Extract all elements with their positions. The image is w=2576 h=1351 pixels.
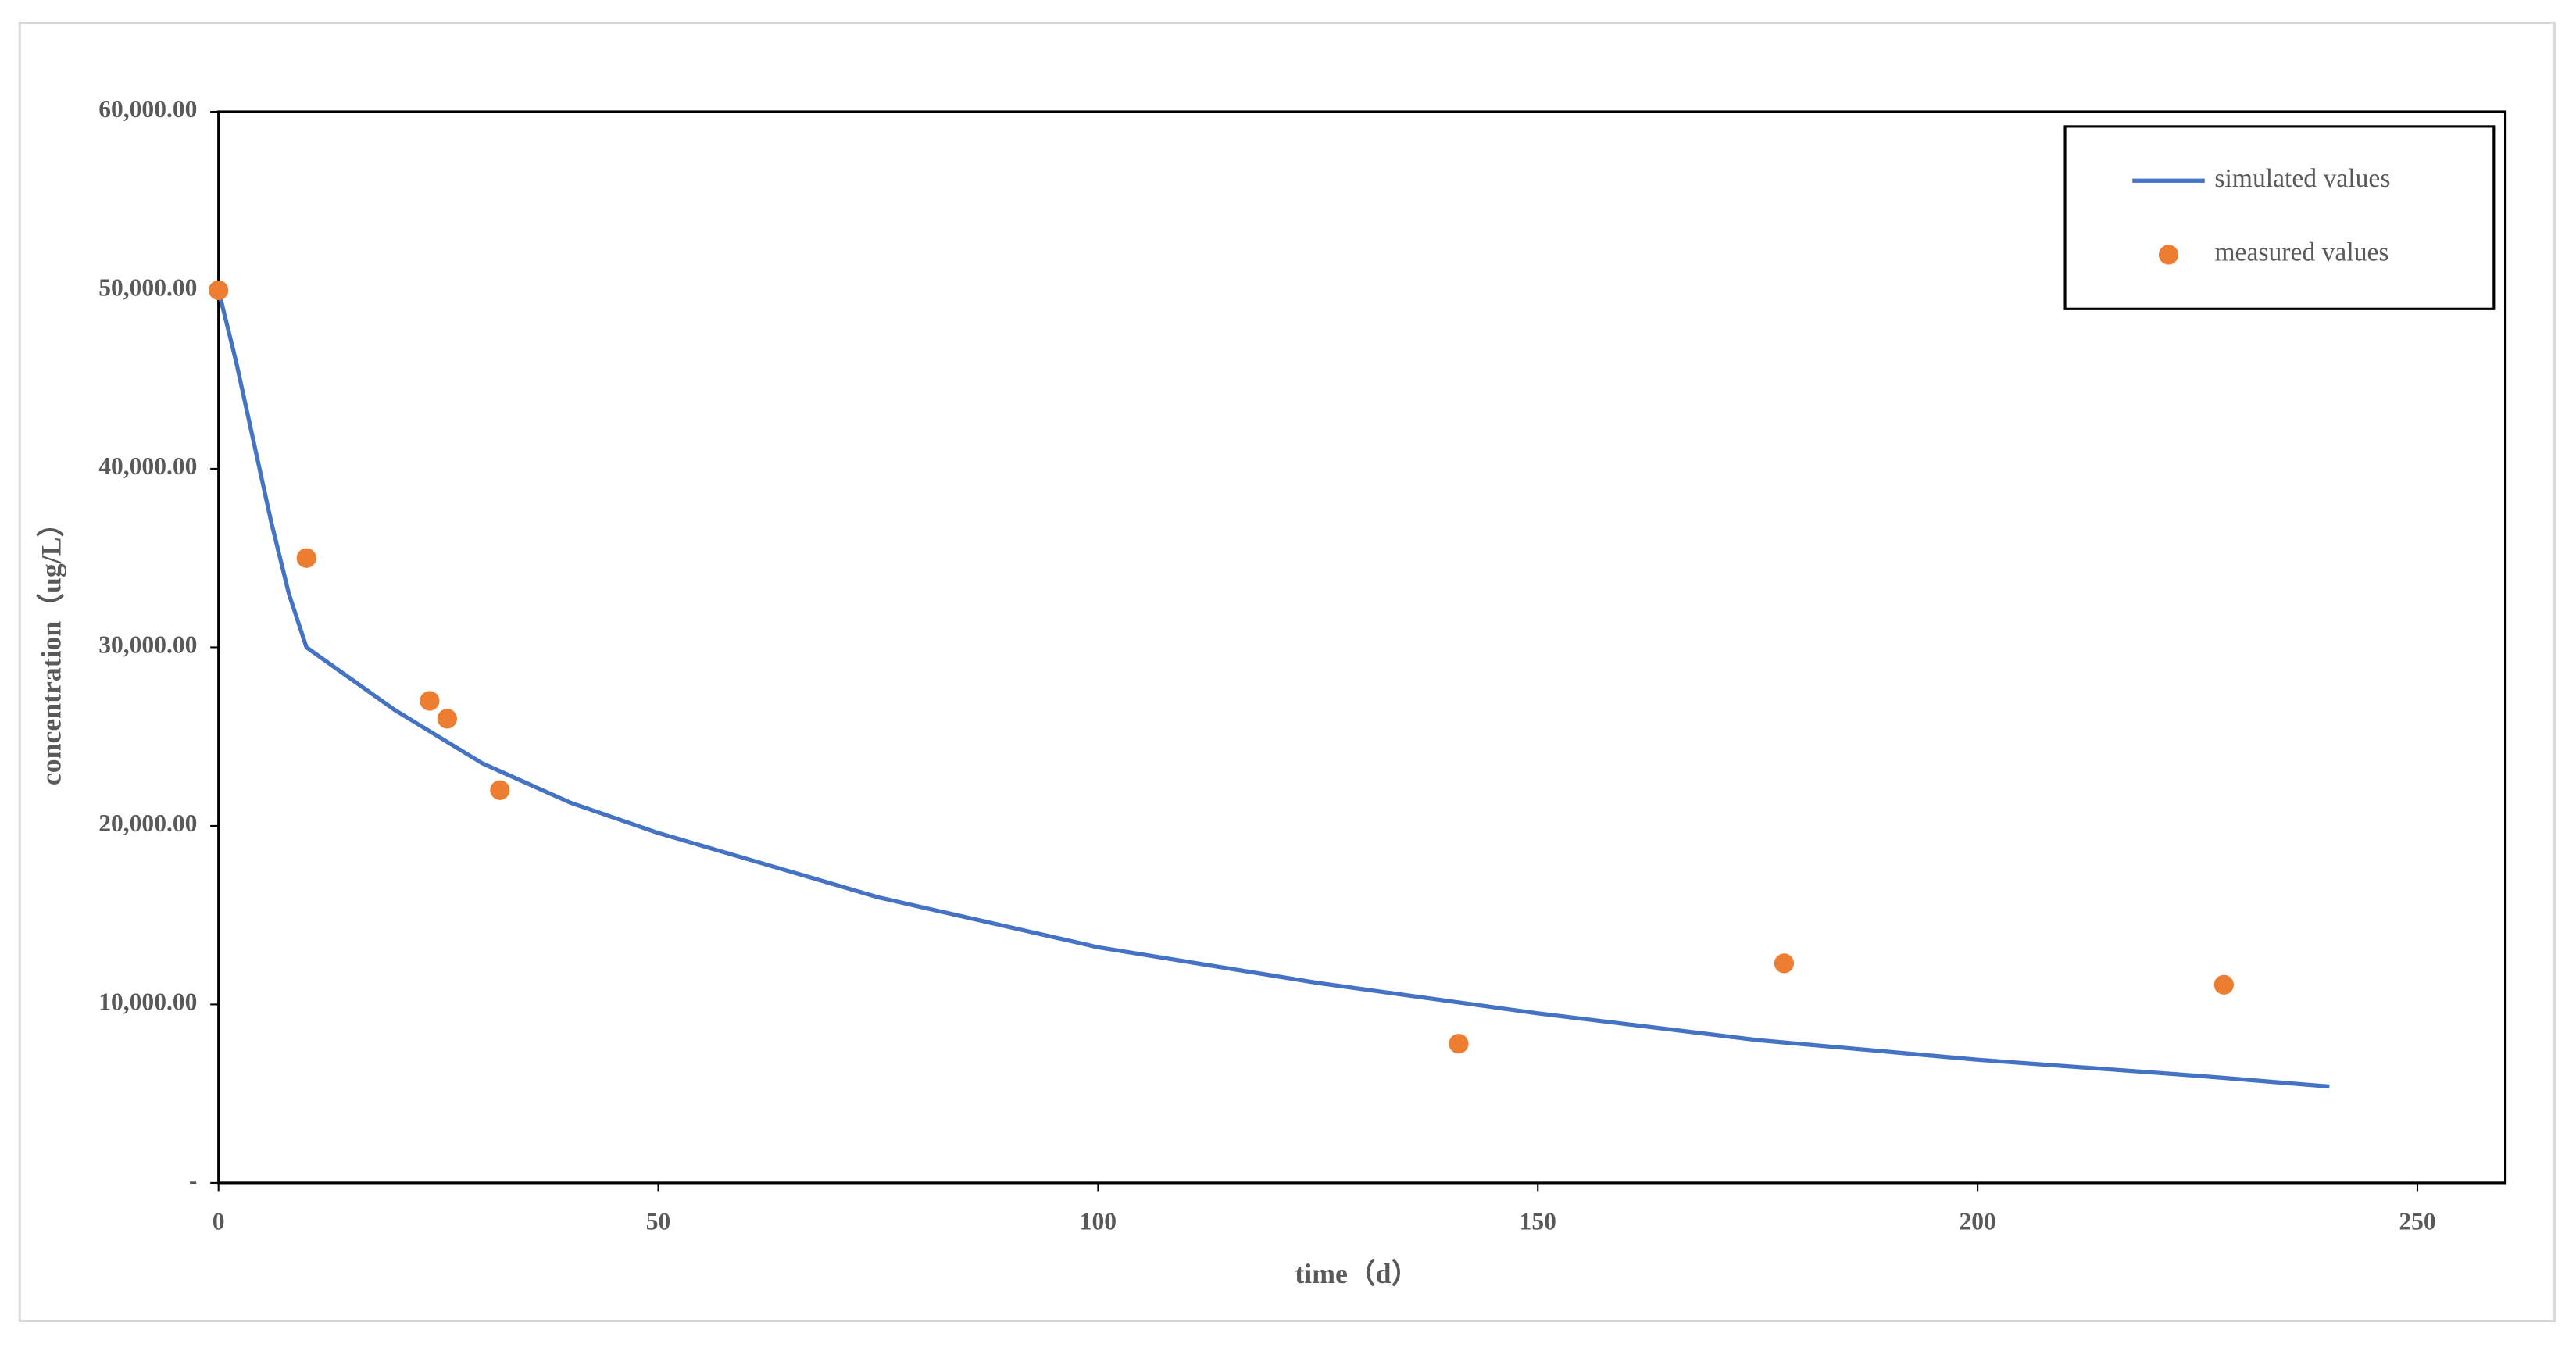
y-tick-label: 50,000.00 [98,274,197,302]
y-axis-label: concentration（ug/L） [36,509,67,785]
x-tick-label: 150 [1520,1208,1556,1235]
y-tick-label: - [189,1167,197,1194]
simulated-line [216,289,2330,1089]
x-tick-label: 200 [1959,1208,1995,1235]
x-tick-label: 0 [213,1208,225,1235]
measured-point [437,709,457,729]
legend-label: measured values [2214,238,2388,267]
legend-label: simulated values [2214,164,2390,193]
y-tick-label: 20,000.00 [98,810,197,837]
x-axis-label: time（d） [1295,1258,1419,1289]
measured-point [296,548,316,568]
x-tick-label: 100 [1080,1208,1117,1235]
x-tick-label: 250 [2399,1208,2435,1235]
y-tick-label: 40,000.00 [98,452,197,480]
y-tick-label: 60,000.00 [98,95,197,123]
x-tick-label: 50 [646,1208,671,1235]
measured-point [1774,953,1795,974]
measured-point [1449,1034,1469,1054]
y-tick-label: 30,000.00 [98,631,197,659]
measured-point [2213,974,2234,995]
y-tick-label: 10,000.00 [98,988,197,1016]
measured-point [209,280,229,301]
legend-marker [2158,245,2179,265]
measured-point [420,691,440,711]
measured-point [490,780,510,800]
legend-box [2063,125,2496,310]
